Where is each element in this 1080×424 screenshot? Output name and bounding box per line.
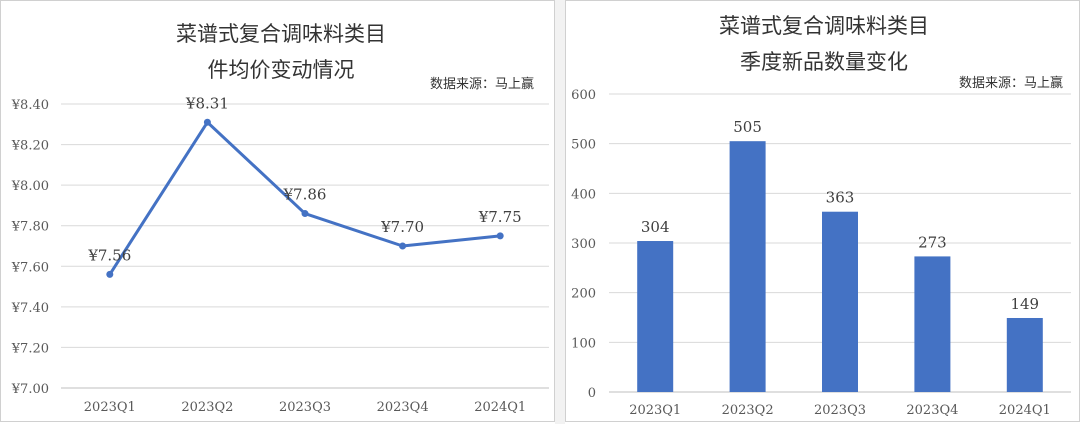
y-tick-label: ¥8.20 (11, 139, 49, 154)
x-tick-label: 2023Q3 (814, 403, 866, 418)
x-tick-label: 2023Q1 (84, 400, 136, 415)
chart-title-line1: 菜谱式复合调味料类目 (719, 14, 929, 38)
y-tick-label: ¥7.00 (11, 382, 49, 397)
x-tick-label: 2023Q4 (906, 403, 958, 418)
y-tick-label: ¥8.40 (11, 98, 49, 113)
data-label: ¥7.56 (87, 246, 131, 264)
data-label: ¥7.70 (380, 218, 424, 236)
new-products-chart-panel: 菜谱式复合调味料类目 季度新品数量变化数据来源：马上赢 0 100 200 300 400 5… (565, 0, 1080, 422)
y-tick-label: 200 (571, 287, 596, 302)
chart-title-line2: 件均价变动情况 (208, 58, 355, 82)
price-chart-panel: 菜谱式复合调味料类目 件均价变动情况数据来源：马上赢 ¥7.00 ¥7.20 ¥7.40… (0, 0, 555, 422)
source-note: 数据来源：马上赢 (959, 75, 1063, 91)
y-tick-label: 400 (571, 187, 596, 202)
chart-title-line1: 菜谱式复合调味料类目 (176, 22, 386, 46)
x-tick-label: 2023Q2 (181, 400, 233, 415)
data-point (399, 242, 407, 250)
data-label: ¥7.86 (283, 186, 327, 204)
y-tick-label: 0 (588, 386, 596, 401)
x-tick-label: 2023Q1 (629, 403, 681, 418)
y-tick-label: ¥7.80 (11, 220, 49, 235)
y-tick-label: 100 (571, 336, 596, 351)
y-tick-label: ¥7.40 (11, 301, 49, 316)
source-note: 数据来源：马上赢 (430, 76, 534, 92)
x-tick-label: 2024Q1 (474, 400, 526, 415)
data-label: 304 (641, 218, 670, 236)
bar (1006, 317, 1043, 392)
chart-title-line2: 季度新品数量变化 (740, 50, 908, 74)
x-tick-label: 2023Q2 (722, 403, 774, 418)
data-point (203, 118, 211, 126)
bar (822, 211, 858, 392)
y-tick-label: ¥8.00 (11, 179, 49, 194)
panel-gap (555, 0, 565, 424)
bar (729, 141, 766, 392)
x-tick-label: 2023Q3 (279, 400, 331, 415)
x-tick-label: 2024Q1 (999, 403, 1051, 418)
data-point (496, 232, 504, 240)
bar (637, 241, 674, 392)
data-label: 149 (1010, 295, 1039, 313)
y-tick-label: 600 (571, 88, 596, 103)
data-point (106, 270, 114, 278)
data-label: 273 (918, 233, 947, 251)
y-tick-label: ¥7.20 (11, 341, 49, 356)
data-label: ¥8.31 (185, 94, 229, 112)
data-label: ¥7.75 (478, 208, 522, 226)
y-tick-label: 500 (571, 138, 596, 153)
bar (914, 256, 951, 392)
data-label: 505 (733, 118, 762, 136)
y-tick-label: 300 (571, 237, 596, 252)
data-label: 363 (826, 189, 855, 207)
data-point (301, 210, 309, 218)
x-tick-label: 2023Q4 (377, 400, 429, 415)
y-tick-label: ¥7.60 (11, 260, 49, 275)
